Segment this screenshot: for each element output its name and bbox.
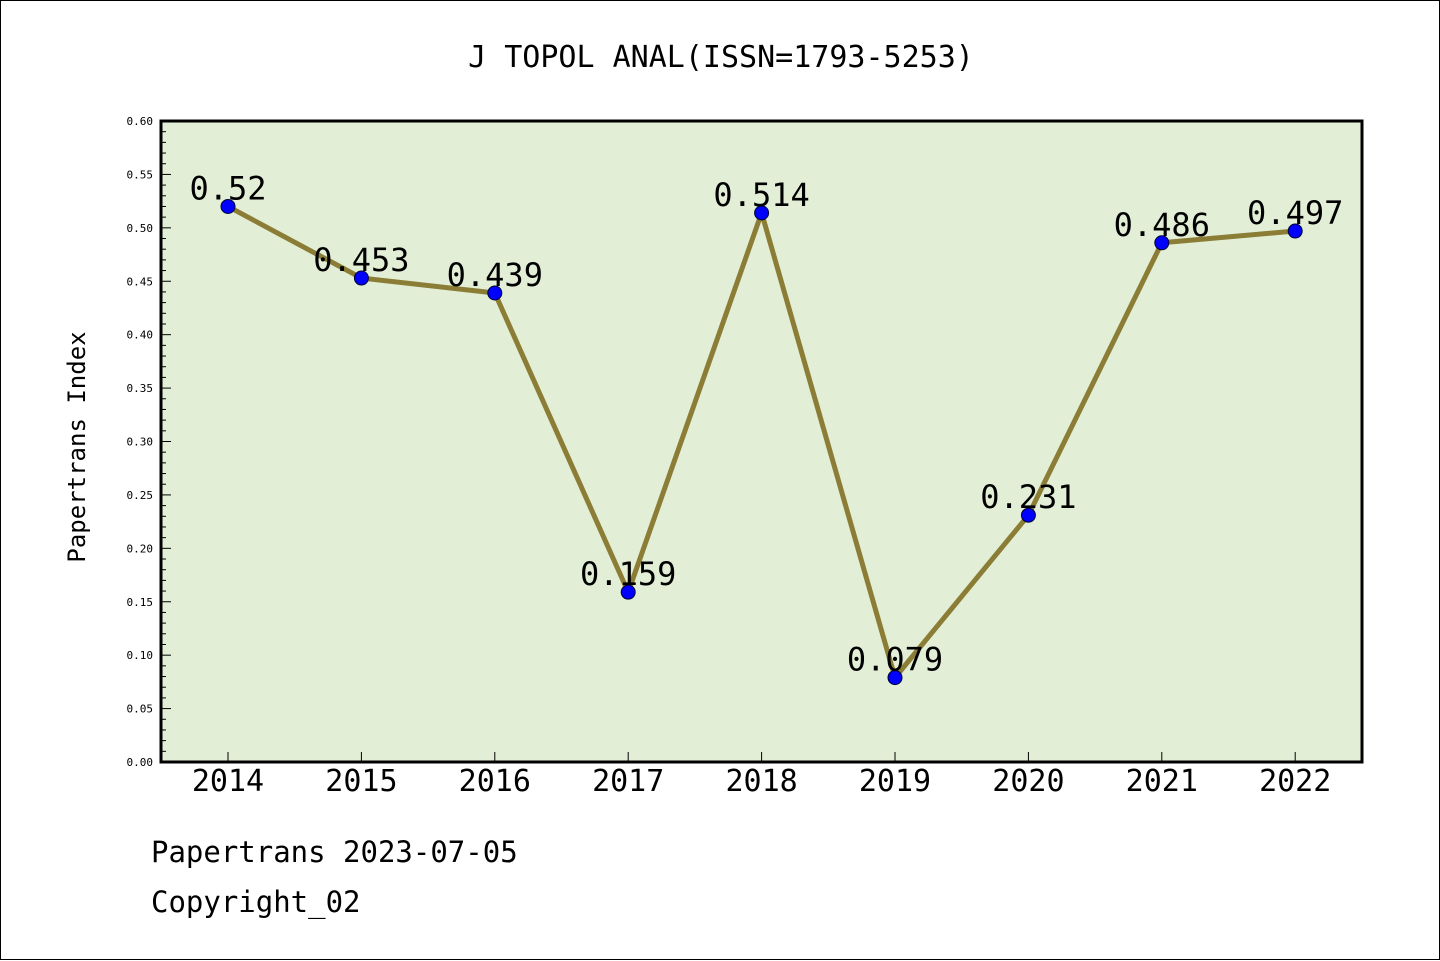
data-label: 0.439 xyxy=(447,256,543,294)
y-tick-label: 0.25 xyxy=(127,489,154,502)
y-tick-label: 0.20 xyxy=(127,542,154,555)
y-tick-label: 0.10 xyxy=(127,649,154,662)
x-tick-label: 2019 xyxy=(859,764,931,799)
y-tick-label: 0.60 xyxy=(127,115,154,128)
data-point xyxy=(353,270,369,286)
y-axis-ticks: 0.00 0.05 0.10 0.15 0.20 0.25 0.30 0.35 0.40 0.45… xyxy=(127,115,171,769)
x-tick-label: 2018 xyxy=(725,764,797,799)
plot-area xyxy=(161,121,1362,762)
y-tick-label: 0.40 xyxy=(127,329,154,342)
data-label: 0.159 xyxy=(580,555,676,593)
data-label: 0.453 xyxy=(313,241,409,279)
y-tick-label: 0.15 xyxy=(127,596,154,609)
data-labels: 0.52 0.453 0.439 0.159 0.514 0.079 0.231 0.486 0… xyxy=(189,169,1343,678)
y-tick-label: 0.45 xyxy=(127,275,154,288)
y-tick-label: 0.30 xyxy=(127,436,154,449)
data-label: 0.514 xyxy=(713,176,809,214)
footer-date: Papertrans 2023-07-05 xyxy=(151,835,518,869)
y-tick-label: 0.00 xyxy=(127,756,154,769)
data-point xyxy=(220,198,236,214)
plot-frame xyxy=(159,119,1364,764)
x-tick-label: 2020 xyxy=(992,764,1064,799)
y-tick-label: 0.35 xyxy=(127,382,154,395)
data-point xyxy=(620,584,636,600)
data-label: 0.079 xyxy=(847,641,943,679)
data-label: 0.497 xyxy=(1247,194,1343,232)
x-tick-label: 2021 xyxy=(1126,764,1198,799)
data-point xyxy=(487,285,503,301)
data-point xyxy=(1154,235,1170,251)
y-tick-label: 0.50 xyxy=(127,222,154,235)
chart-title: J TOPOL ANAL(ISSN=1793-5253) xyxy=(468,40,974,75)
data-label: 0.486 xyxy=(1114,206,1210,244)
data-label: 0.52 xyxy=(189,169,266,207)
data-label: 0.231 xyxy=(980,478,1076,516)
y-axis-label: Papertrans Index xyxy=(63,331,91,562)
x-tick-label: 2016 xyxy=(459,764,531,799)
footer-copyright: Copyright_02 xyxy=(151,885,361,919)
x-tick-label: 2017 xyxy=(592,764,664,799)
data-point xyxy=(754,205,770,221)
x-tick-label: 2015 xyxy=(325,764,397,799)
x-tick-label: 2014 xyxy=(192,764,264,799)
y-tick-label: 0.55 xyxy=(127,168,154,181)
data-markers xyxy=(220,198,1303,686)
data-point xyxy=(887,670,903,686)
x-tick-label: 2022 xyxy=(1259,764,1331,799)
data-point xyxy=(1287,223,1303,239)
y-tick-label: 0.05 xyxy=(127,703,154,716)
x-axis-ticks: 2014 2015 2016 2017 2018 2019 2020 2021 2022 xyxy=(192,752,1331,799)
data-point xyxy=(1020,507,1036,523)
